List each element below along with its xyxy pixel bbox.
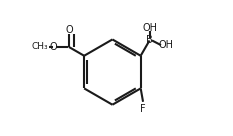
Text: B: B bbox=[146, 35, 153, 45]
Text: O: O bbox=[50, 42, 57, 52]
Text: CH₃: CH₃ bbox=[32, 42, 48, 51]
Text: OH: OH bbox=[158, 40, 173, 50]
Text: F: F bbox=[140, 104, 146, 114]
Text: O: O bbox=[65, 25, 73, 35]
Text: OH: OH bbox=[142, 23, 157, 33]
